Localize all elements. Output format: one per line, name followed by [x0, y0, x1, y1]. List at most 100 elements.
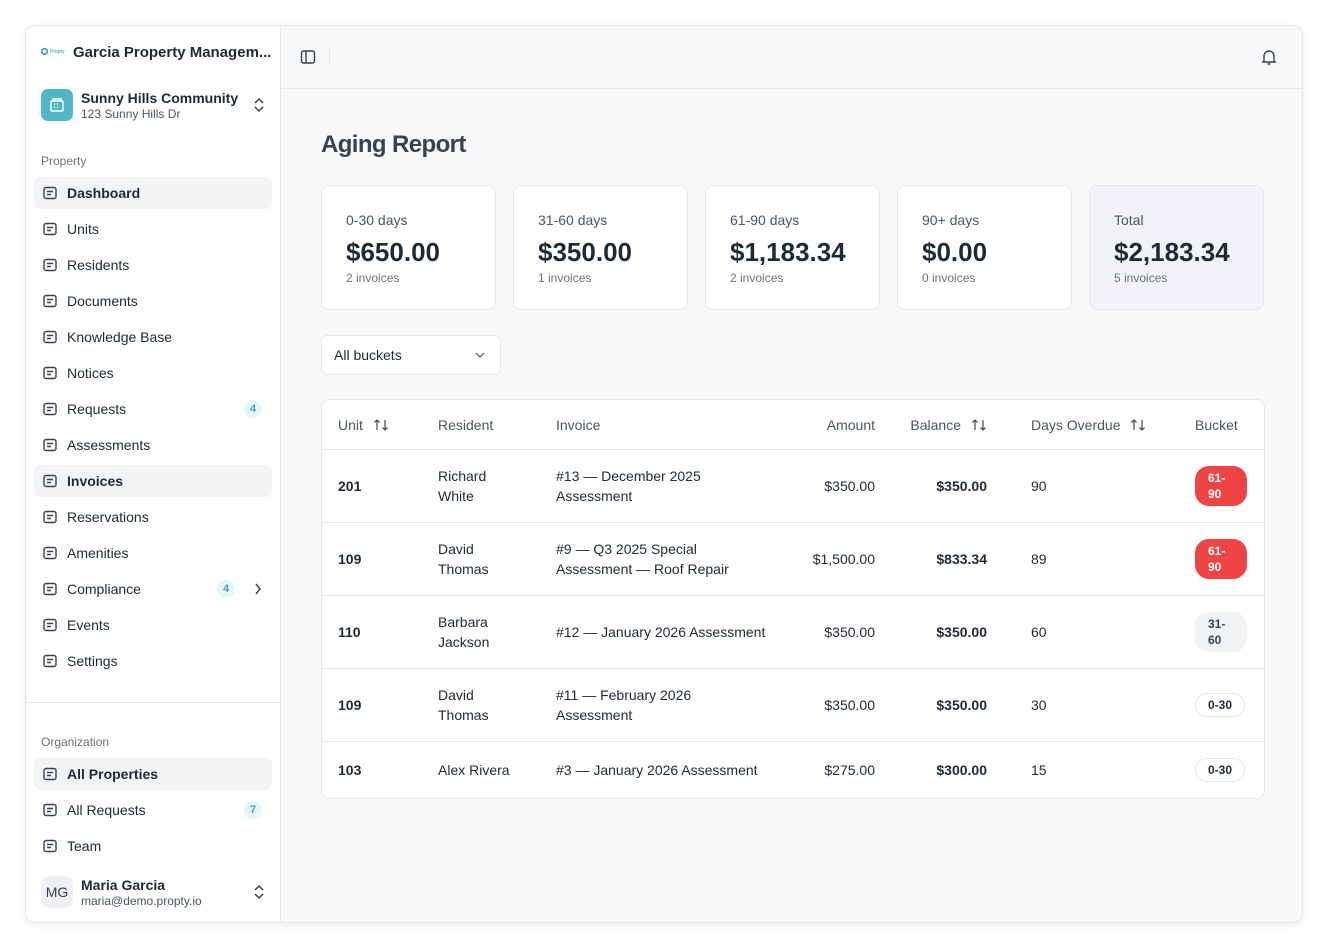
days-text: 90 — [1031, 478, 1047, 494]
nav-item[interactable]: All Properties — [34, 758, 272, 790]
nav-item[interactable]: All Requests 7 — [34, 794, 272, 826]
property-name: Sunny Hills Community — [81, 89, 239, 106]
nav-label: Settings — [67, 653, 118, 669]
nav-item[interactable]: Residents — [34, 249, 272, 281]
cell: #3 — January 2026 Assessment — [556, 760, 776, 780]
sort-icon[interactable] — [373, 418, 389, 432]
nav-item[interactable]: Invoices — [34, 465, 272, 497]
nav-label: Invoices — [67, 473, 124, 489]
table-header: Unit Resident Invoice Amount Balance Days Ove… — [322, 400, 1264, 449]
cell: 90 — [999, 476, 1195, 496]
nav-item[interactable]: Assessments — [34, 429, 272, 461]
cell: 30 — [999, 695, 1195, 715]
cell: 103 — [322, 760, 438, 780]
user-name: Maria Garcia — [81, 876, 166, 893]
card-invoices: 2 invoices — [730, 271, 784, 285]
unit-text: 109 — [338, 551, 362, 567]
nav-item[interactable]: Amenities — [34, 537, 272, 569]
table-row: 103 Alex Rivera #3 — January 2026 Assessme… — [322, 741, 1264, 798]
header-cell[interactable]: Unit — [322, 415, 438, 435]
column-label: Balance — [910, 416, 961, 433]
nav-icon — [43, 839, 57, 853]
nav-label: Team — [67, 838, 102, 854]
amount-text: $1,500.00 — [812, 551, 875, 567]
summary-card: Total $2,183.34 5 invoices — [1089, 185, 1264, 310]
card-amount: $350.00 — [538, 237, 632, 267]
nav-icon — [43, 618, 57, 632]
nav-item[interactable]: Requests 4 — [34, 393, 272, 425]
invoice-text: #13 — December 2025 Assessment — [556, 468, 701, 504]
amount-text: $350.00 — [824, 697, 875, 713]
nav-label: Units — [67, 221, 99, 237]
nav-item[interactable]: Reservations — [34, 501, 272, 533]
nav-label: Knowledge Base — [67, 329, 173, 345]
amount-text: $350.00 — [824, 478, 875, 494]
cell: 31-60 — [1195, 612, 1264, 652]
org-name[interactable]: Garcia Property Managem... — [73, 44, 272, 61]
nav-label: All Properties — [67, 766, 159, 782]
cell: 201 — [322, 476, 438, 496]
card-amount: $650.00 — [346, 237, 440, 267]
card-label: 0-30 days — [346, 212, 408, 228]
section-label: Property — [41, 154, 87, 168]
nav-item[interactable]: Knowledge Base — [34, 321, 272, 353]
divider — [26, 702, 280, 703]
nav-item[interactable]: Notices — [34, 357, 272, 389]
summary-card: 31-60 days $350.00 1 invoices — [513, 185, 688, 310]
balance-text: $300.00 — [936, 762, 987, 778]
summary-card: 61-90 days $1,183.34 2 invoices — [705, 185, 880, 310]
page-title: Aging Report — [321, 131, 466, 158]
card-invoices: 5 invoices — [1114, 271, 1168, 285]
card-amount: $1,183.34 — [730, 237, 846, 267]
summary-cards: 0-30 days $650.00 2 invoices 31-60 days $350… — [321, 185, 1264, 310]
nav-label: Documents — [67, 293, 138, 309]
unit-text: 201 — [338, 478, 362, 494]
app-frame: Propty Garcia Property Managem... Sunny … — [25, 25, 1303, 923]
nav-item[interactable]: Units — [34, 213, 272, 245]
sort-icon[interactable] — [971, 418, 987, 432]
cell: Alex Rivera — [438, 760, 556, 780]
days-text: 30 — [1031, 697, 1047, 713]
nav-icon — [43, 366, 57, 380]
logo-mark — [41, 48, 48, 55]
card-label: 31-60 days — [538, 212, 608, 228]
sidebar: Propty Garcia Property Managem... Sunny … — [26, 26, 281, 922]
nav-item[interactable]: Compliance 4 — [34, 573, 272, 605]
cell: $350.00 — [875, 476, 999, 496]
header-cell[interactable]: Days Overdue — [999, 415, 1195, 435]
cell: $300.00 — [875, 760, 999, 780]
nav-icon — [43, 258, 57, 272]
nav-item[interactable]: Events — [34, 609, 272, 641]
card-amount: $0.00 — [922, 237, 988, 267]
bucket-badge: 31-60 — [1195, 612, 1247, 652]
section-label: Organization — [41, 735, 110, 749]
cell: $350.00 — [776, 476, 875, 496]
nav-item[interactable]: Documents — [34, 285, 272, 317]
nav-item[interactable]: Dashboard — [34, 177, 272, 209]
cell: 110 — [322, 622, 438, 642]
header-cell: Invoice — [556, 415, 776, 435]
cell: #9 — Q3 2025 Special Assessment — Roof R… — [556, 539, 776, 579]
card-amount: $2,183.34 — [1114, 237, 1230, 267]
header-cell[interactable]: Balance — [875, 415, 999, 435]
sidebar-toggle[interactable] — [300, 49, 316, 65]
notification-bell[interactable] — [1260, 48, 1278, 66]
header-cell: Bucket — [1195, 415, 1264, 435]
table-row: 109 David Thomas #11 — February 2026 Asses… — [322, 668, 1264, 741]
nav-icon — [43, 582, 57, 596]
bucket-filter[interactable]: All buckets — [321, 335, 501, 375]
header-cell: Resident — [438, 415, 556, 435]
column-label: Bucket — [1195, 416, 1238, 433]
nav-item[interactable]: Settings — [34, 645, 272, 677]
card-label: Total — [1114, 212, 1144, 228]
nav-icon — [43, 438, 57, 452]
column-label: Resident — [438, 416, 494, 433]
nav-list: All Properties All Requests 7 Team — [34, 758, 272, 866]
separator — [329, 48, 330, 66]
property-icon — [41, 89, 73, 121]
property-switcher[interactable]: Sunny Hills Community 123 Sunny Hills Dr — [41, 89, 266, 121]
nav-item[interactable]: Team — [34, 830, 272, 862]
sort-icon[interactable] — [1130, 418, 1146, 432]
user-menu[interactable]: MG Maria Garcia maria@demo.propty.io — [41, 876, 266, 908]
